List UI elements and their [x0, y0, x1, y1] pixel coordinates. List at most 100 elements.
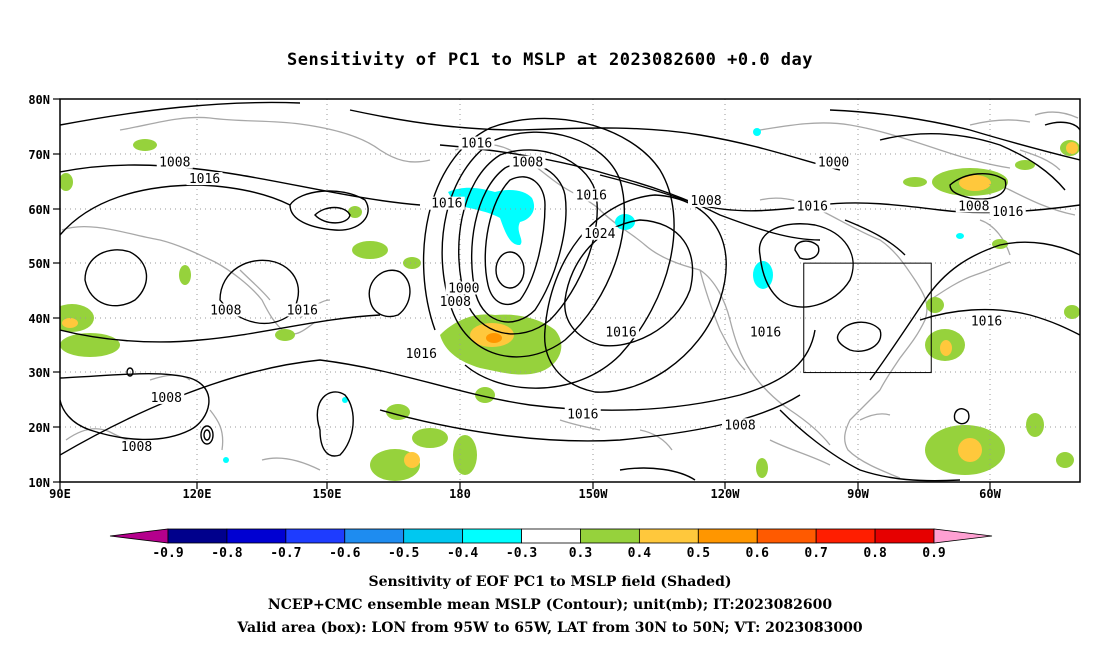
colorbar-max-triangle [933, 528, 993, 544]
colorbar-swatch [874, 528, 935, 544]
contour-label-bg [581, 226, 618, 240]
axis-ticks [53, 98, 991, 489]
contour-label: 1016 [567, 407, 598, 422]
contour-label-bg [747, 325, 784, 339]
colorbar-swatch [638, 528, 699, 544]
colorbar-tick-label: 0.9 [922, 546, 945, 561]
colorbar-swatch [226, 528, 287, 544]
contour-label: 1016 [431, 197, 462, 212]
contour-label-bg [207, 303, 244, 317]
colorbar-swatch [344, 528, 405, 544]
lat-label: 50N [28, 257, 50, 271]
colorbar-min-triangle [109, 528, 169, 544]
contour-label: 1008 [121, 440, 152, 455]
contour-label-bg [403, 347, 440, 361]
lon-label: 150W [579, 487, 609, 501]
lat-label: 80N [28, 93, 50, 107]
contour-label-bg [284, 303, 321, 317]
contour-label: 1008 [958, 199, 989, 214]
colorbar-tick-label: 0.8 [863, 546, 887, 561]
map-frame [59, 98, 1081, 483]
colorbar-swatch [521, 528, 581, 544]
contour-label: 1016 [461, 137, 492, 152]
contour-label: 1008 [210, 303, 241, 318]
contour-label: 1016 [605, 325, 636, 340]
contour-label-bg [186, 172, 223, 186]
contour-label: 1016 [992, 205, 1023, 220]
mslp-contours [60, 101, 1080, 482]
lat-label: 30N [28, 366, 50, 380]
contour-label: 1016 [576, 188, 607, 203]
caption-contour: NCEP+CMC ensemble mean MSLP (Contour); u… [267, 597, 833, 613]
contour-label-bg [509, 155, 546, 169]
contour-label: 1008 [440, 295, 471, 310]
colorbar-tick-label: 0.4 [628, 546, 652, 561]
colorbar-swatch [167, 528, 228, 544]
colorbar-tick-label: 0.3 [569, 546, 592, 561]
lon-label: 90E [49, 487, 71, 501]
colorbar-tick-label: -0.8 [211, 546, 242, 561]
contour-label-bg [955, 199, 992, 213]
contour-label: 1008 [512, 156, 543, 171]
colorbar-tick-label: 0.5 [687, 546, 710, 561]
colorbar-tick-label: 0.7 [804, 546, 827, 561]
colorbar-tick-label: -0.7 [270, 546, 301, 561]
contour-label-bg [458, 136, 495, 150]
contour-label: 1016 [189, 172, 220, 187]
colorbar-tick-label: -0.5 [388, 546, 419, 561]
lat-label: 20N [28, 421, 50, 435]
valid-area-box [803, 262, 932, 374]
lat-label: 10N [28, 476, 50, 490]
caption-valid-area: Valid area (box): LON from 95W to 65W, L… [237, 620, 863, 636]
lat-label: 70N [28, 148, 50, 162]
lat-label: 40N [28, 312, 50, 326]
contour-label-bg [688, 193, 724, 207]
lon-label: 180 [449, 487, 471, 501]
colorbar-swatch [285, 528, 346, 544]
lat-label: 60N [28, 203, 50, 217]
sensitivity-map: 1016100810161024100010081016101610081000… [28, 93, 1081, 561]
lon-label: 60W [979, 487, 1001, 501]
contour-label: 1000 [448, 282, 479, 297]
contour-label: 1016 [406, 347, 437, 362]
contour-label: 1016 [750, 325, 781, 340]
graticule [60, 99, 1080, 482]
contour-label-bg [445, 281, 482, 295]
colorbar-tick-label: -0.4 [447, 546, 478, 561]
contour-label-bg [428, 196, 465, 210]
lon-label: 90W [847, 487, 869, 501]
contour-label: 1024 [584, 227, 615, 242]
colorbar-tick-label: -0.6 [329, 546, 360, 561]
contour-label: 1008 [724, 418, 755, 433]
contour-label-bg [989, 204, 1026, 218]
colorbar: -0.9 -0.8 -0.7 -0.6 -0.5 -0.4 -0.3 0.3 0.4 0.5 0.6… [109, 528, 993, 561]
contour-label: 1008 [151, 391, 182, 406]
colorbar-tick-label: -0.9 [152, 546, 183, 561]
contour-label: 1016 [287, 303, 318, 318]
colorbar-tick-label: 0.6 [745, 546, 769, 561]
contour-label-bg [794, 199, 831, 213]
contour-label: 1016 [797, 199, 828, 214]
map-title: Sensitivity of PC1 to MSLP at 2023082600… [286, 50, 813, 70]
colorbar-swatch [697, 528, 758, 544]
lon-label: 150E [313, 487, 342, 501]
colorbar-swatch [580, 528, 640, 544]
lon-label: 120E [183, 487, 212, 501]
colorbar-swatch [815, 528, 876, 544]
contour-label-bg [564, 407, 601, 421]
contour-label-bg [603, 325, 639, 339]
contour-labels: 1016100810161024100010081016101610081000… [118, 136, 1026, 455]
contour-label: 1000 [818, 156, 849, 171]
contour-label-bg [573, 188, 610, 202]
contour-label-bg [437, 295, 474, 309]
contour-label-bg [815, 155, 852, 169]
contour-label-bg [156, 155, 193, 169]
caption-shading: Sensitivity of EOF PC1 to MSLP field (Sh… [368, 574, 732, 590]
colorbar-swatch [756, 528, 817, 544]
colorbar-swatch [403, 528, 464, 544]
lon-label: 120W [711, 487, 741, 501]
contour-label-bg [148, 390, 185, 404]
contour-label: 1016 [971, 314, 1002, 329]
colorbar-tick-label: -0.3 [506, 546, 537, 561]
contour-label: 1008 [690, 194, 721, 209]
